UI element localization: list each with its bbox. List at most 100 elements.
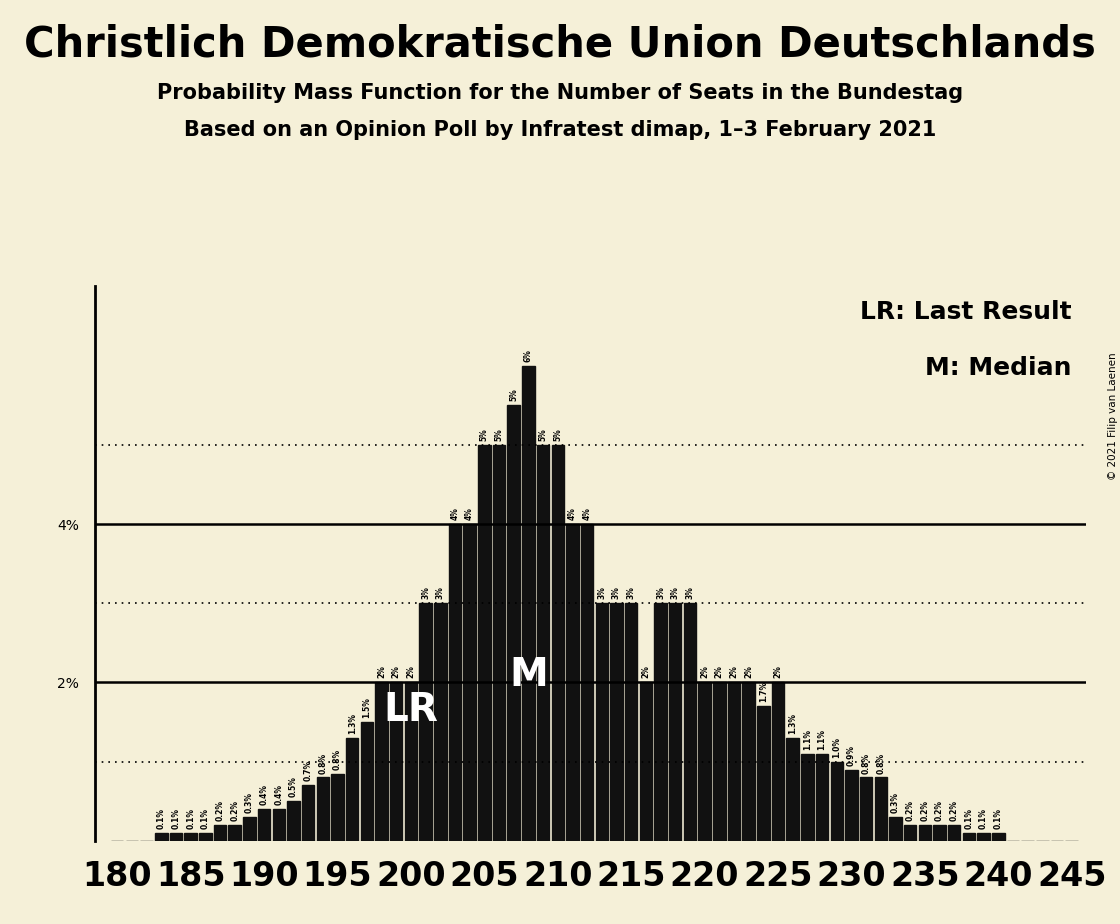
Text: 0.1%: 0.1% [200,808,209,829]
Text: 3%: 3% [671,587,680,600]
Bar [449,524,461,841]
Bar [493,444,505,841]
Bar [963,833,976,841]
Text: 0.7%: 0.7% [304,760,312,782]
Bar [507,406,520,841]
Bar [390,683,402,841]
Bar [875,777,887,841]
Text: 3%: 3% [685,587,694,600]
Bar [155,833,168,841]
Bar [860,777,872,841]
Text: 0.2%: 0.2% [215,800,224,821]
Bar [346,738,358,841]
Text: 2%: 2% [744,665,753,678]
Bar [743,683,755,841]
Text: 5%: 5% [553,428,562,441]
Text: 2%: 2% [407,665,416,678]
Text: 0.9%: 0.9% [847,745,856,766]
Text: 0.1%: 0.1% [964,808,973,829]
Text: © 2021 Filip van Laenen: © 2021 Filip van Laenen [1108,352,1118,480]
Bar [536,444,549,841]
Bar [185,833,197,841]
Text: 2%: 2% [377,665,386,678]
Text: 0.5%: 0.5% [289,776,298,797]
Bar [815,754,829,841]
Text: 0.4%: 0.4% [274,784,283,805]
Text: 1.1%: 1.1% [803,729,812,749]
Text: 6%: 6% [524,348,533,361]
Text: 1.1%: 1.1% [818,729,827,749]
Text: 0.8%: 0.8% [333,748,342,770]
Text: 0.2%: 0.2% [935,800,944,821]
Bar [801,754,813,841]
Text: Probability Mass Function for the Number of Seats in the Bundestag: Probability Mass Function for the Number… [157,83,963,103]
Text: 0.2%: 0.2% [921,800,930,821]
Text: 1.3%: 1.3% [788,713,797,734]
Bar [933,825,945,841]
Bar [728,683,740,841]
Bar [302,785,315,841]
Bar [272,809,284,841]
Text: 1.3%: 1.3% [347,713,356,734]
Text: 5%: 5% [479,428,488,441]
Text: 3%: 3% [612,587,620,600]
Bar [317,777,329,841]
Text: 4%: 4% [582,507,591,520]
Bar [713,683,726,841]
Text: 0.4%: 0.4% [260,784,269,805]
Bar [669,603,681,841]
Bar [287,801,300,841]
Text: 0.3%: 0.3% [892,792,900,813]
Bar [522,366,534,841]
Text: 0.1%: 0.1% [993,808,1002,829]
Bar [831,761,843,841]
Bar [948,825,961,841]
Text: 2%: 2% [700,665,709,678]
Text: 3%: 3% [597,587,606,600]
Bar [332,773,344,841]
Text: 0.1%: 0.1% [186,808,195,829]
Text: 3%: 3% [421,587,430,600]
Text: LR: Last Result: LR: Last Result [860,300,1072,324]
Text: 0.2%: 0.2% [906,800,915,821]
Text: 0.1%: 0.1% [157,808,166,829]
Bar [228,825,241,841]
Bar [258,809,270,841]
Bar [610,603,623,841]
Text: 0.1%: 0.1% [171,808,180,829]
Text: 2%: 2% [392,665,401,678]
Text: 4%: 4% [568,507,577,520]
Text: 5%: 5% [539,428,548,441]
Bar [170,833,183,841]
Bar [918,825,931,841]
Text: 2%: 2% [774,665,783,678]
Bar [214,825,226,841]
Bar [889,817,902,841]
Text: 1.5%: 1.5% [363,698,372,718]
Text: 3%: 3% [436,587,445,600]
Bar [846,770,858,841]
Bar [375,683,388,841]
Text: 0.2%: 0.2% [950,800,959,821]
Bar [786,738,799,841]
Bar [978,833,990,841]
Bar [654,603,666,841]
Text: LR: LR [383,691,438,729]
Text: 2%: 2% [642,665,651,678]
Bar [699,683,711,841]
Text: 0.8%: 0.8% [861,752,870,773]
Text: 0.3%: 0.3% [245,792,254,813]
Text: 3%: 3% [656,587,665,600]
Text: 5%: 5% [510,388,519,401]
Bar [551,444,564,841]
Bar [581,524,594,841]
Text: M: Median: M: Median [925,356,1072,380]
Bar [404,683,417,841]
Text: 3%: 3% [627,587,636,600]
Bar [435,603,447,841]
Text: 0.2%: 0.2% [231,800,240,821]
Bar [199,833,212,841]
Text: 1.7%: 1.7% [759,681,768,702]
Text: Christlich Demokratische Union Deutschlands: Christlich Demokratische Union Deutschla… [24,23,1096,65]
Bar [625,603,637,841]
